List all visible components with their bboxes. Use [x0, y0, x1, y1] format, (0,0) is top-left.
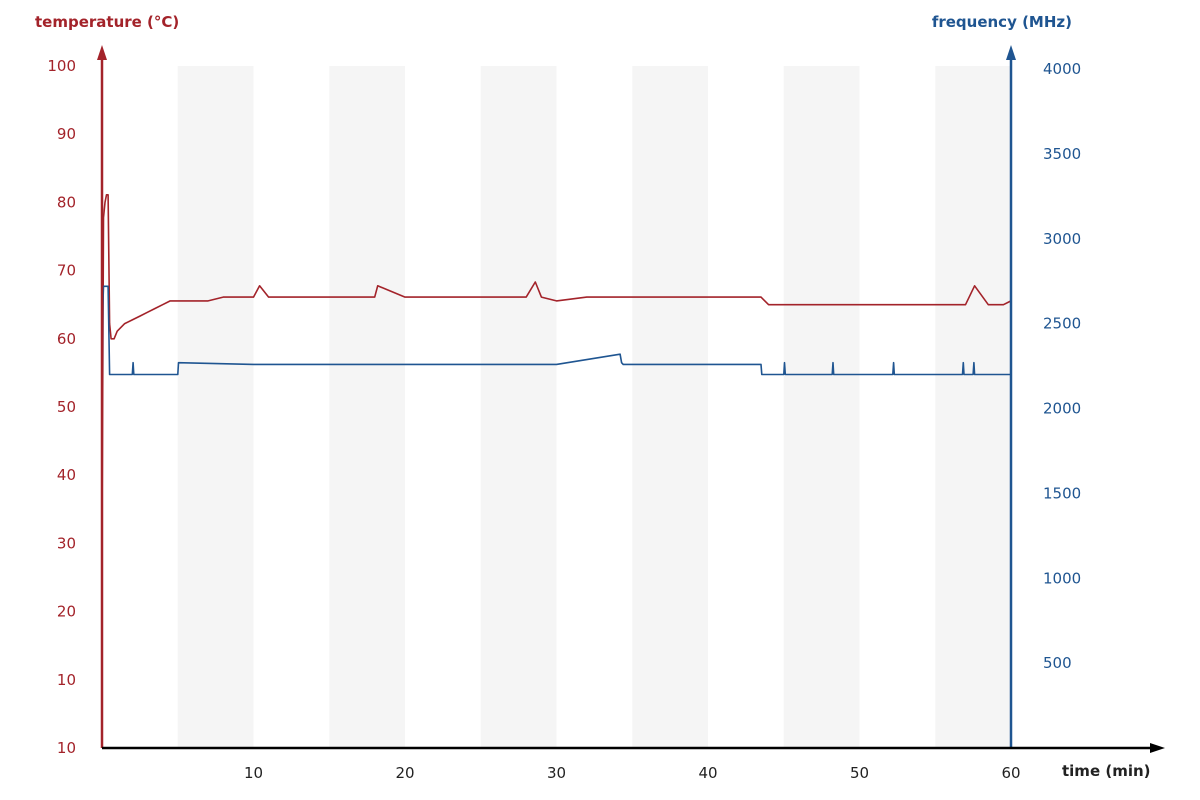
- left-axis-ticks: 100 90 80 70 60 50 40 30 20 10 10: [47, 57, 76, 757]
- shaded-bands: [177, 66, 1011, 748]
- left-tick-label: 80: [57, 193, 76, 211]
- shaded-band: [783, 66, 860, 748]
- right-tick-label: 1000: [1043, 569, 1081, 587]
- shaded-band: [177, 66, 254, 748]
- shaded-band: [480, 66, 557, 748]
- x-tick-label: 50: [850, 764, 869, 782]
- right-axis-title: frequency (MHz): [932, 13, 1072, 31]
- frequency-series-line: [101, 285, 1011, 418]
- series-layer: [101, 194, 1012, 529]
- left-tick-label: 30: [57, 534, 76, 552]
- x-tick-label: 10: [244, 764, 263, 782]
- right-tick-label: 2000: [1043, 400, 1081, 418]
- left-tick-label: 10: [57, 739, 76, 757]
- right-tick-label: 3500: [1043, 145, 1081, 163]
- x-tick-label: 30: [547, 764, 566, 782]
- right-tick-label: 1500: [1043, 484, 1081, 502]
- left-tick-label: 70: [57, 262, 76, 280]
- x-axis-ticks: 10 20 30 40 50 60: [244, 764, 1021, 782]
- left-tick-label: 60: [57, 330, 76, 348]
- right-tick-label: 2500: [1043, 315, 1081, 333]
- axes: [97, 45, 1165, 753]
- left-tick-label: 20: [57, 603, 76, 621]
- right-tick-label: 500: [1043, 654, 1072, 672]
- left-tick-label: 90: [57, 125, 76, 143]
- x-tick-label: 60: [1001, 764, 1020, 782]
- x-tick-label: 40: [698, 764, 717, 782]
- x-axis-arrow: [1150, 743, 1165, 753]
- left-tick-label: 50: [57, 398, 76, 416]
- temperature-series-line: [101, 194, 1012, 529]
- left-tick-label: 40: [57, 466, 76, 484]
- shaded-band: [632, 66, 708, 748]
- x-tick-label: 20: [395, 764, 414, 782]
- shaded-band: [329, 66, 405, 748]
- right-axis-ticks: 4000 3500 3000 2500 2000 1500 1000 500: [1043, 60, 1081, 672]
- right-axis-arrow: [1006, 45, 1016, 60]
- left-axis-title: temperature (°C): [35, 13, 179, 31]
- shaded-band: [935, 66, 1011, 748]
- right-tick-label: 3000: [1043, 230, 1081, 248]
- x-axis-title: time (min): [1062, 762, 1151, 780]
- left-tick-label: 100: [47, 57, 76, 75]
- left-tick-label: 10: [57, 671, 76, 689]
- left-axis-arrow: [97, 45, 107, 60]
- right-tick-label: 4000: [1043, 60, 1081, 78]
